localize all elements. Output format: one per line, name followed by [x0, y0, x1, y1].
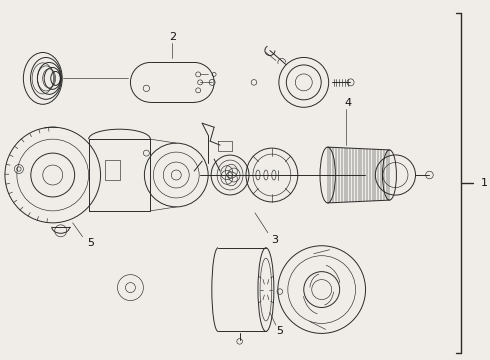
Text: 4: 4	[344, 98, 352, 108]
Bar	[104, 160, 121, 180]
Text: 5: 5	[276, 326, 283, 336]
Text: 2: 2	[169, 32, 176, 41]
Text: 1: 1	[481, 178, 488, 188]
Text: 3: 3	[271, 235, 278, 245]
Text: 5: 5	[87, 238, 94, 248]
